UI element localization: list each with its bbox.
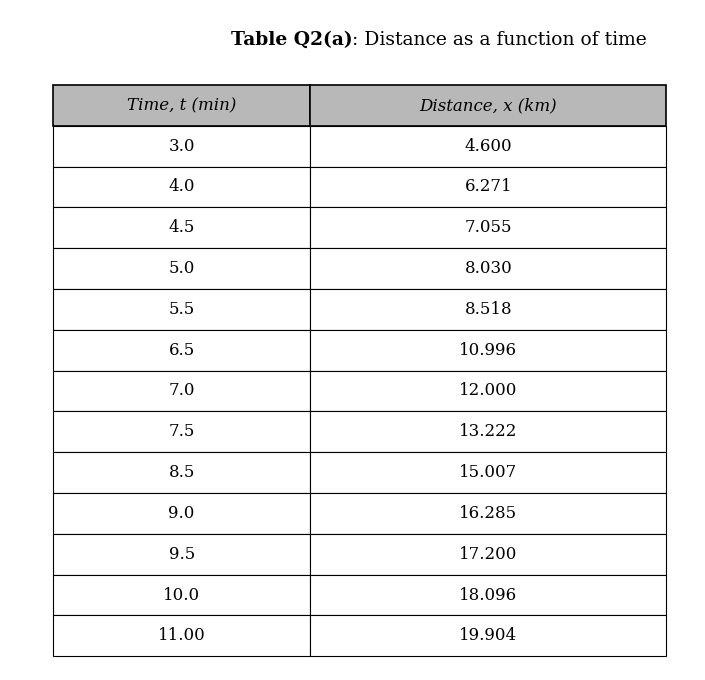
Text: 8.030: 8.030 [465, 260, 513, 277]
Text: 15.007: 15.007 [459, 464, 517, 481]
Text: 9.0: 9.0 [168, 505, 195, 522]
Text: : Distance as a function of time: : Distance as a function of time [352, 31, 647, 48]
Text: 6.5: 6.5 [168, 341, 195, 359]
Text: Table Q2(a): Table Q2(a) [231, 31, 352, 48]
Text: 7.5: 7.5 [168, 423, 195, 441]
Text: 9.5: 9.5 [168, 545, 195, 563]
Text: 8.518: 8.518 [465, 301, 512, 318]
Text: 3.0: 3.0 [168, 137, 195, 154]
Text: 6.271: 6.271 [465, 178, 512, 196]
Text: 4.5: 4.5 [168, 219, 195, 236]
Text: 8.5: 8.5 [168, 464, 195, 481]
Text: 19.904: 19.904 [459, 627, 517, 645]
Text: 4.0: 4.0 [168, 178, 195, 196]
Text: 7.055: 7.055 [465, 219, 512, 236]
Text: Time, t (min): Time, t (min) [127, 97, 236, 114]
Text: 10.0: 10.0 [163, 586, 200, 604]
Text: 5.5: 5.5 [168, 301, 195, 318]
Text: Distance, x (km): Distance, x (km) [419, 97, 557, 114]
Text: 18.096: 18.096 [459, 586, 517, 604]
Text: 13.222: 13.222 [459, 423, 517, 441]
Text: 12.000: 12.000 [459, 382, 517, 399]
Text: 4.600: 4.600 [465, 137, 512, 154]
Text: 17.200: 17.200 [459, 545, 517, 563]
Text: 11.00: 11.00 [158, 627, 206, 645]
Text: 16.285: 16.285 [459, 505, 517, 522]
Text: 5.0: 5.0 [168, 260, 195, 277]
Text: 10.996: 10.996 [460, 341, 517, 359]
Text: 7.0: 7.0 [168, 382, 195, 399]
